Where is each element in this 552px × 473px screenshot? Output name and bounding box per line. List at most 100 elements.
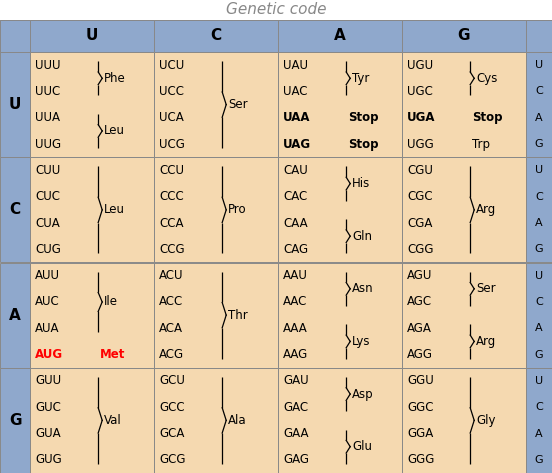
Text: Phe: Phe	[104, 72, 126, 85]
Text: C: C	[210, 28, 221, 44]
Bar	[402, 20, 526, 52]
Text: G: G	[9, 413, 21, 428]
Text: Stop: Stop	[348, 111, 379, 124]
Text: GAA: GAA	[283, 427, 309, 440]
Text: UGA: UGA	[407, 111, 436, 124]
Text: U: U	[535, 166, 543, 175]
Text: AGU: AGU	[407, 269, 432, 282]
Bar	[0, 52, 30, 157]
Text: Gln: Gln	[352, 230, 372, 243]
Text: GUA: GUA	[35, 427, 61, 440]
Text: AUG: AUG	[35, 348, 63, 361]
Text: AUA: AUA	[35, 322, 60, 335]
Text: G: G	[535, 350, 543, 359]
Text: GUC: GUC	[35, 401, 61, 414]
Text: CUG: CUG	[35, 243, 61, 256]
Text: GCU: GCU	[159, 375, 185, 387]
Text: ACA: ACA	[159, 322, 183, 335]
Text: Pro: Pro	[228, 203, 247, 216]
Bar	[0, 368, 30, 473]
Text: CAC: CAC	[283, 190, 307, 203]
Text: AGA: AGA	[407, 322, 432, 335]
Text: ACU: ACU	[159, 269, 183, 282]
Text: UUU: UUU	[35, 59, 61, 71]
Text: Leu: Leu	[104, 203, 125, 216]
Text: ACG: ACG	[159, 348, 184, 361]
Bar	[154, 52, 278, 157]
Text: CCA: CCA	[159, 217, 183, 229]
Text: UCA: UCA	[159, 111, 184, 124]
Text: Stop: Stop	[472, 111, 503, 124]
Text: CGA: CGA	[407, 217, 432, 229]
Text: Cys: Cys	[476, 72, 497, 85]
Text: Thr: Thr	[228, 308, 248, 322]
Text: His: His	[352, 177, 370, 190]
Text: C: C	[9, 202, 20, 218]
Text: CCG: CCG	[159, 243, 184, 256]
Bar	[402, 157, 526, 263]
Text: Asn: Asn	[352, 282, 374, 295]
Text: AAC: AAC	[283, 296, 307, 308]
Text: GCG: GCG	[159, 453, 185, 466]
Text: AGG: AGG	[407, 348, 433, 361]
Text: U: U	[9, 97, 21, 112]
Bar	[278, 368, 402, 473]
Bar	[526, 263, 552, 368]
Text: A: A	[535, 113, 543, 123]
Text: U: U	[535, 60, 543, 70]
Text: Tyr: Tyr	[352, 72, 370, 85]
Bar	[30, 52, 154, 157]
Text: UGG: UGG	[407, 138, 434, 150]
Text: Ile: Ile	[104, 296, 118, 308]
Text: Asp: Asp	[352, 387, 374, 401]
Text: ACC: ACC	[159, 296, 183, 308]
Text: UCC: UCC	[159, 85, 184, 98]
Text: CGG: CGG	[407, 243, 433, 256]
Text: A: A	[9, 307, 21, 323]
Text: GUG: GUG	[35, 453, 62, 466]
Text: GUU: GUU	[35, 375, 61, 387]
Text: AGC: AGC	[407, 296, 432, 308]
Text: G: G	[535, 245, 543, 254]
Text: AUU: AUU	[35, 269, 60, 282]
Text: Gly: Gly	[476, 414, 496, 427]
Text: Val: Val	[104, 414, 122, 427]
Bar	[526, 157, 552, 263]
Text: CCC: CCC	[159, 190, 184, 203]
Bar	[526, 368, 552, 473]
Text: Met: Met	[100, 348, 125, 361]
Text: C: C	[535, 297, 543, 307]
Text: CAA: CAA	[283, 217, 307, 229]
Bar	[30, 263, 154, 368]
Text: UUG: UUG	[35, 138, 61, 150]
Bar	[154, 20, 278, 52]
Text: Lys: Lys	[352, 335, 371, 348]
Text: GGC: GGC	[407, 401, 433, 414]
Text: UUA: UUA	[35, 111, 60, 124]
Bar	[402, 368, 526, 473]
Bar	[278, 20, 402, 52]
Text: AAG: AAG	[283, 348, 308, 361]
Text: G: G	[535, 139, 543, 149]
Text: U: U	[535, 271, 543, 280]
Text: CUU: CUU	[35, 164, 60, 177]
Text: Glu: Glu	[352, 440, 372, 453]
Text: GAU: GAU	[283, 375, 309, 387]
Text: AAU: AAU	[283, 269, 308, 282]
Text: CUA: CUA	[35, 217, 60, 229]
Bar	[0, 20, 552, 52]
Text: UCG: UCG	[159, 138, 185, 150]
Text: C: C	[535, 402, 543, 412]
Text: AAA: AAA	[283, 322, 308, 335]
Text: UUC: UUC	[35, 85, 60, 98]
Text: Ala: Ala	[228, 414, 247, 427]
Bar	[526, 20, 552, 52]
Text: UAC: UAC	[283, 85, 307, 98]
Bar	[278, 157, 402, 263]
Text: Trp: Trp	[472, 138, 490, 150]
Bar	[402, 263, 526, 368]
Bar	[0, 157, 30, 263]
Text: CGU: CGU	[407, 164, 433, 177]
Text: GGG: GGG	[407, 453, 434, 466]
Bar	[526, 52, 552, 157]
